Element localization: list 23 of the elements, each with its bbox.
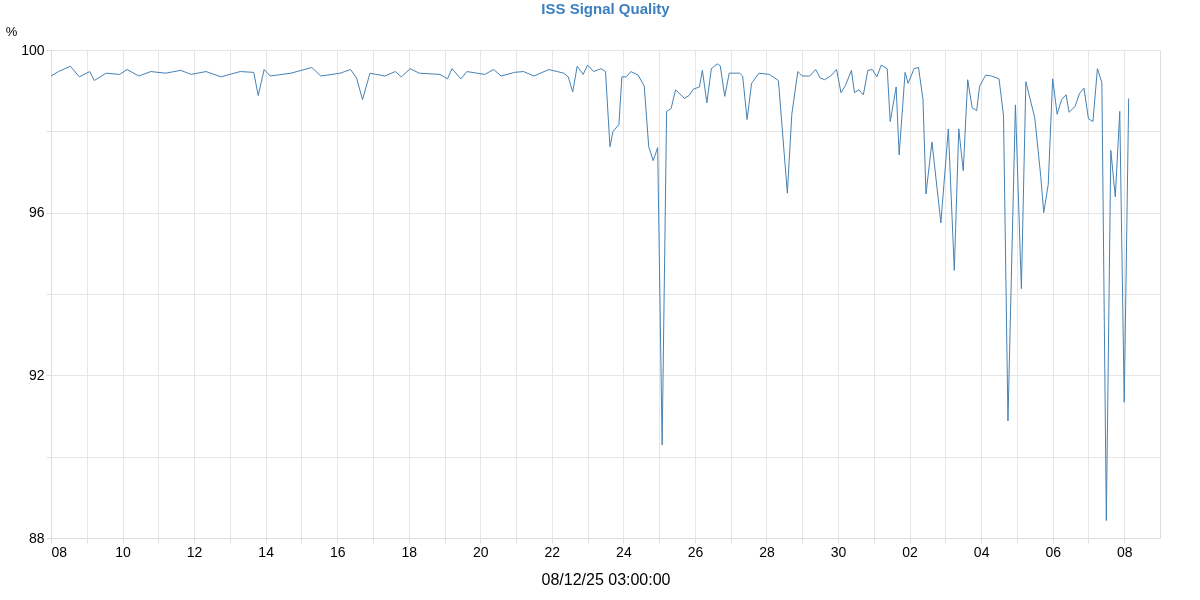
y-tick-label: 92 <box>28 366 45 383</box>
x-tick-label: 14 <box>258 543 275 560</box>
y-tick-label: 100 <box>21 41 45 58</box>
x-tick-label: 18 <box>401 543 418 560</box>
x-tick-label: 06 <box>1045 543 1062 560</box>
x-tick-label: 10 <box>115 543 132 560</box>
x-tick-label: 22 <box>544 543 561 560</box>
y-tick-label: 88 <box>28 529 45 546</box>
x-tick-label: 08 <box>1116 543 1133 560</box>
y-axis-title: % <box>5 23 18 39</box>
y-tick-label: 96 <box>28 204 45 221</box>
x-tick-label: 04 <box>973 543 990 560</box>
x-tick-label: 24 <box>616 543 632 560</box>
x-tick-label: 16 <box>329 543 346 560</box>
x-tick-label: 08 <box>51 543 68 560</box>
chart-title: ISS Signal Quality <box>541 0 671 17</box>
x-tick-label: 26 <box>687 543 704 560</box>
x-tick-label: 20 <box>473 543 489 560</box>
x-tick-label: 28 <box>759 543 775 560</box>
x-axis-title: 08/12/25 03:00:00 <box>541 570 671 588</box>
x-tick-label: 12 <box>186 543 203 560</box>
x-tick-label: 30 <box>830 543 847 560</box>
x-tick-label: 02 <box>902 543 919 560</box>
